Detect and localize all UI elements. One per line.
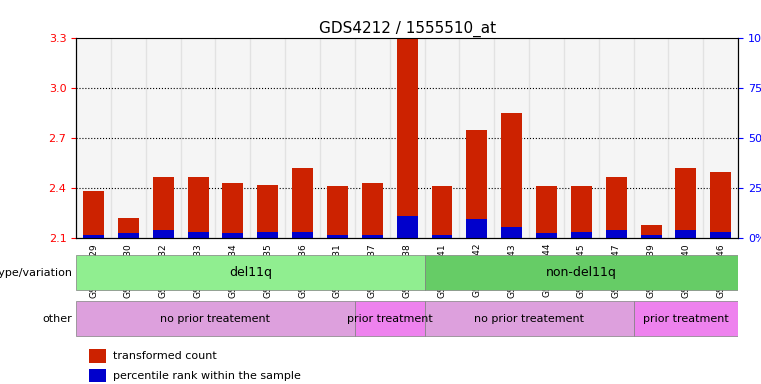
FancyBboxPatch shape xyxy=(425,255,738,290)
Text: percentile rank within the sample: percentile rank within the sample xyxy=(113,371,301,381)
Bar xyxy=(327,187,348,238)
Bar xyxy=(460,38,494,238)
FancyBboxPatch shape xyxy=(76,301,355,336)
Bar xyxy=(501,227,522,238)
Bar xyxy=(501,113,522,238)
Bar xyxy=(599,38,634,238)
Bar xyxy=(494,38,529,238)
Text: other: other xyxy=(43,314,72,324)
Bar xyxy=(431,235,453,238)
Bar xyxy=(564,38,599,238)
Bar xyxy=(676,230,696,238)
Bar xyxy=(390,38,425,238)
Bar xyxy=(285,38,320,238)
Title: GDS4212 / 1555510_at: GDS4212 / 1555510_at xyxy=(319,21,495,37)
Bar xyxy=(257,232,279,238)
Bar xyxy=(425,38,460,238)
Bar xyxy=(361,183,383,238)
FancyBboxPatch shape xyxy=(76,255,425,290)
Bar xyxy=(361,235,383,238)
Bar xyxy=(431,187,453,238)
Bar xyxy=(222,233,244,238)
Bar xyxy=(89,369,106,382)
Bar xyxy=(529,38,564,238)
Text: transformed count: transformed count xyxy=(113,351,216,361)
Bar xyxy=(292,168,313,238)
Bar xyxy=(89,349,106,363)
Bar xyxy=(668,38,703,238)
Bar xyxy=(571,187,592,238)
Bar xyxy=(292,232,313,238)
Bar xyxy=(250,38,285,238)
Text: genotype/variation: genotype/variation xyxy=(0,268,72,278)
Bar xyxy=(355,38,390,238)
Bar xyxy=(83,192,104,238)
Bar xyxy=(118,218,139,238)
Bar xyxy=(641,225,661,238)
Bar xyxy=(466,130,487,238)
Bar xyxy=(222,183,244,238)
Bar xyxy=(188,177,209,238)
Bar xyxy=(153,177,174,238)
Bar xyxy=(641,235,661,238)
Bar xyxy=(215,38,250,238)
Bar xyxy=(606,177,626,238)
Bar xyxy=(536,187,557,238)
FancyBboxPatch shape xyxy=(355,301,425,336)
Bar xyxy=(111,38,146,238)
Bar xyxy=(536,233,557,238)
Bar xyxy=(146,38,180,238)
Bar xyxy=(180,38,215,238)
Bar xyxy=(153,230,174,238)
Bar xyxy=(710,172,731,238)
Bar xyxy=(76,38,111,238)
Bar xyxy=(676,168,696,238)
Bar xyxy=(571,232,592,238)
Bar xyxy=(118,233,139,238)
Text: no prior treatement: no prior treatement xyxy=(161,314,270,324)
Bar xyxy=(396,38,418,238)
Bar xyxy=(83,235,104,238)
Text: del11q: del11q xyxy=(229,266,272,279)
Bar xyxy=(703,38,738,238)
Text: non-del11q: non-del11q xyxy=(546,266,617,279)
Text: no prior treatement: no prior treatement xyxy=(474,314,584,324)
Text: prior treatment: prior treatment xyxy=(643,314,729,324)
Bar xyxy=(466,219,487,238)
Bar xyxy=(606,230,626,238)
Bar xyxy=(257,185,279,238)
Bar xyxy=(327,235,348,238)
Bar xyxy=(634,38,668,238)
Bar xyxy=(320,38,355,238)
Bar xyxy=(396,216,418,238)
Bar xyxy=(710,232,731,238)
Text: prior treatment: prior treatment xyxy=(347,314,432,324)
FancyBboxPatch shape xyxy=(634,301,738,336)
Bar xyxy=(188,232,209,238)
FancyBboxPatch shape xyxy=(425,301,634,336)
